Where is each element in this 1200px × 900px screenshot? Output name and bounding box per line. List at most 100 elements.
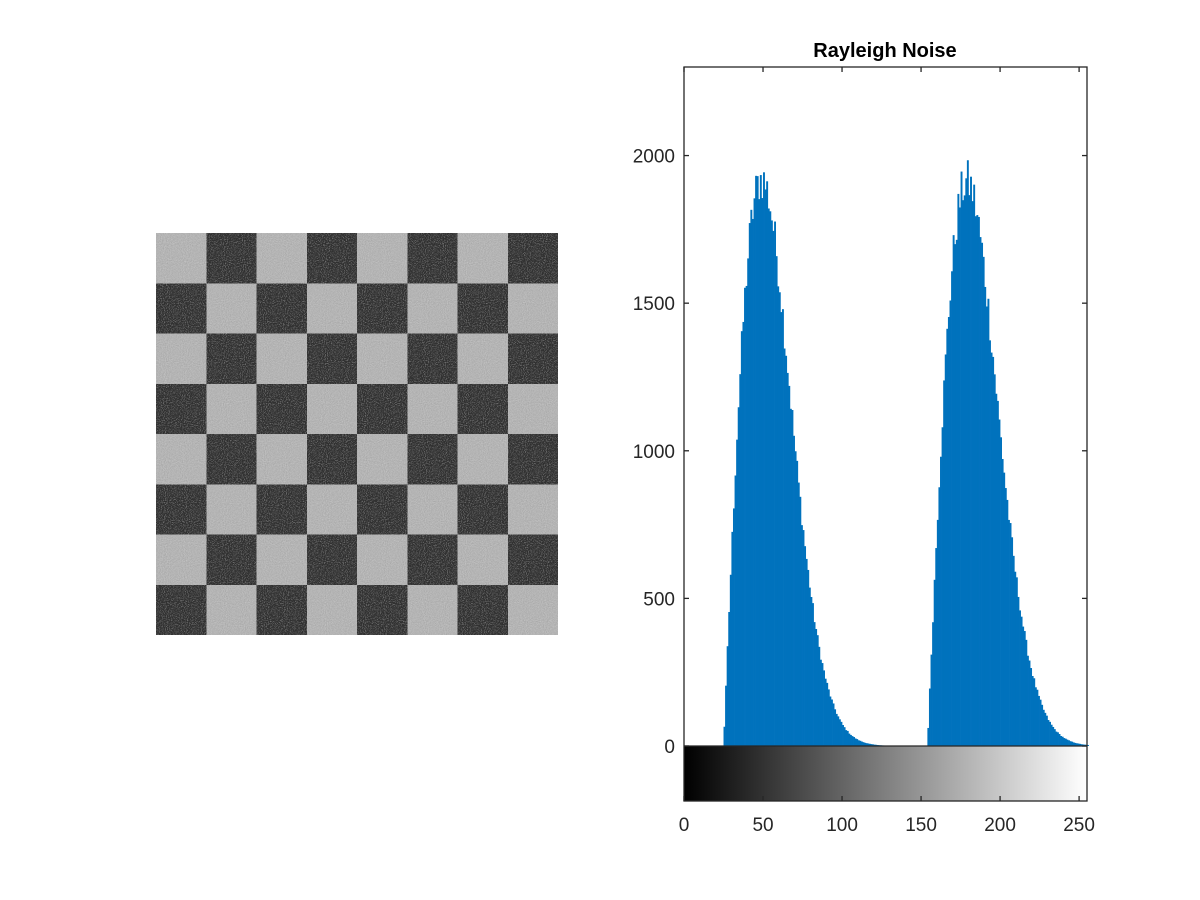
histogram-bar bbox=[748, 223, 751, 746]
histogram-bar bbox=[794, 451, 797, 746]
checker-cell bbox=[256, 534, 308, 586]
histogram-bar bbox=[808, 587, 811, 746]
histogram-bar bbox=[1033, 678, 1036, 746]
histogram-bar bbox=[932, 622, 935, 746]
noisy-checkerboard-image bbox=[156, 233, 558, 635]
histogram-bar bbox=[805, 558, 808, 746]
histogram-bar bbox=[966, 160, 969, 747]
histogram-bar bbox=[807, 569, 810, 746]
histogram-bar bbox=[854, 738, 857, 746]
checker-cell bbox=[457, 333, 509, 385]
histogram-bar bbox=[1034, 687, 1037, 746]
checker-cell bbox=[407, 484, 458, 535]
histogram-bar bbox=[861, 741, 863, 746]
checker-cell bbox=[206, 233, 257, 284]
histogram-bar bbox=[1079, 743, 1082, 746]
checker-cell bbox=[306, 534, 358, 586]
histogram-bar bbox=[769, 211, 772, 747]
histogram-bar bbox=[1066, 739, 1069, 746]
histogram-bar bbox=[1061, 736, 1064, 746]
histogram-bar bbox=[1064, 738, 1067, 746]
histogram-bar bbox=[1006, 499, 1009, 746]
histogram-bar bbox=[984, 286, 987, 746]
histogram-bar bbox=[1053, 729, 1056, 746]
histogram-bar bbox=[1072, 742, 1075, 746]
histogram-bar bbox=[815, 628, 818, 746]
checker-cell bbox=[457, 434, 509, 485]
checker-cell bbox=[407, 434, 458, 485]
checker-cell bbox=[407, 283, 458, 334]
histogram-bar bbox=[982, 256, 985, 746]
histogram-bar bbox=[786, 372, 789, 746]
checker-cell bbox=[407, 383, 458, 435]
checker-cell bbox=[306, 333, 358, 385]
histogram-bar bbox=[785, 355, 788, 746]
histogram-bar bbox=[744, 287, 746, 746]
histogram-bar bbox=[842, 725, 844, 746]
histogram-bar bbox=[845, 730, 848, 746]
histogram-bar bbox=[995, 393, 998, 746]
y-tick-label: 500 bbox=[643, 589, 675, 610]
histogram-bar bbox=[788, 385, 791, 746]
gray-colorbar bbox=[684, 746, 1087, 801]
histogram-bar bbox=[734, 475, 737, 746]
histogram-bar bbox=[1045, 715, 1048, 746]
histogram-bar bbox=[816, 635, 819, 746]
checker-cell bbox=[357, 484, 408, 535]
histogram-bar bbox=[800, 525, 803, 746]
histogram-bar bbox=[930, 654, 933, 746]
chart-title: Rayleigh Noise bbox=[813, 40, 956, 62]
histogram-bar bbox=[750, 209, 753, 746]
histogram-bar bbox=[843, 727, 846, 746]
histogram-bar bbox=[957, 193, 960, 746]
histogram-bar bbox=[993, 374, 996, 746]
histogram-bar bbox=[736, 439, 739, 746]
checker-cell bbox=[507, 333, 558, 385]
histogram-bar bbox=[796, 460, 799, 746]
histogram-bar bbox=[1052, 726, 1055, 746]
checker-cell bbox=[507, 484, 558, 535]
histogram-bar bbox=[802, 530, 805, 746]
checker-cell bbox=[156, 233, 207, 284]
histogram-bar bbox=[756, 176, 759, 746]
histogram-bar bbox=[947, 317, 950, 746]
histogram-bar bbox=[778, 292, 781, 746]
histogram-bar bbox=[1003, 472, 1006, 746]
y-tick-label: 1500 bbox=[633, 294, 675, 315]
histogram-bar bbox=[791, 410, 794, 746]
histogram-bar bbox=[864, 742, 867, 746]
checker-cell bbox=[357, 233, 408, 284]
histogram-bar bbox=[774, 221, 776, 747]
checker-cell bbox=[156, 383, 207, 435]
histogram-bar bbox=[859, 740, 862, 746]
histogram-bar bbox=[1060, 736, 1063, 746]
histogram-bar bbox=[819, 659, 822, 746]
checker-cell bbox=[306, 434, 358, 485]
histogram-bar bbox=[949, 300, 952, 746]
histogram-bar bbox=[1030, 668, 1033, 746]
histogram-bar bbox=[745, 285, 748, 746]
histogram-bar bbox=[1068, 740, 1070, 746]
histogram-bar bbox=[990, 352, 993, 746]
histogram-bar bbox=[955, 239, 958, 746]
checker-cell bbox=[206, 333, 257, 385]
histogram-bar bbox=[1063, 738, 1066, 746]
checker-cell bbox=[507, 383, 558, 435]
x-tick-label: 0 bbox=[679, 815, 690, 836]
checker-cell bbox=[306, 383, 358, 435]
checker-cell bbox=[306, 233, 358, 284]
checker-cell bbox=[357, 584, 408, 635]
checker-cell bbox=[407, 233, 458, 284]
checker-cell bbox=[306, 484, 358, 535]
histogram-bar bbox=[772, 230, 775, 746]
histogram-bar bbox=[927, 727, 930, 746]
histogram-bar bbox=[870, 744, 873, 746]
histogram-bar bbox=[770, 220, 773, 746]
checker-cell bbox=[507, 233, 558, 284]
x-tick-label: 200 bbox=[984, 815, 1016, 836]
histogram-bar bbox=[862, 742, 865, 746]
checker-cell bbox=[457, 283, 509, 334]
checker-cell bbox=[256, 484, 308, 535]
checker-cell bbox=[256, 333, 308, 385]
